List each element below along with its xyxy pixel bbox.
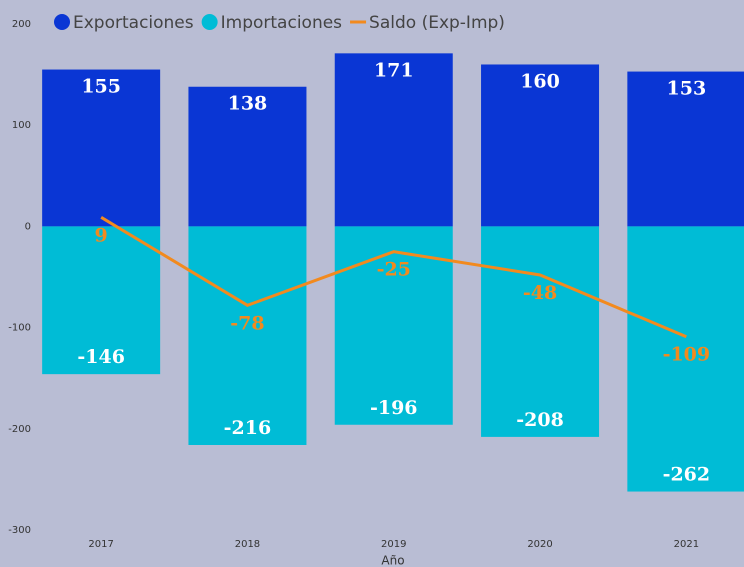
y-tick-label: -200 <box>8 424 31 435</box>
legend-swatch <box>201 14 218 30</box>
x-tick-label: 2021 <box>674 539 699 550</box>
x-tick-label: 2019 <box>381 539 406 550</box>
bar <box>334 226 453 425</box>
data-label: 155 <box>81 76 121 98</box>
data-label: -48 <box>523 282 557 304</box>
data-label: -216 <box>224 417 272 439</box>
x-axis-label: Año <box>381 554 404 567</box>
data-label: 138 <box>228 93 268 115</box>
data-label: 153 <box>667 78 707 100</box>
x-tick-label: 2018 <box>235 539 260 550</box>
bar <box>627 226 744 492</box>
data-label: -25 <box>377 259 411 281</box>
x-tick-label: 2017 <box>88 539 113 550</box>
data-label: -146 <box>77 346 125 368</box>
data-label: 171 <box>374 59 414 81</box>
bar <box>42 69 161 227</box>
data-label: -262 <box>663 464 711 486</box>
data-label: 160 <box>520 70 560 92</box>
bar <box>627 71 744 227</box>
bar <box>188 86 307 227</box>
line <box>100 216 687 339</box>
legend-label: Exportaciones <box>73 13 194 33</box>
bar <box>481 64 600 227</box>
bar <box>42 226 161 375</box>
data-label: 9 <box>95 224 108 246</box>
legend-label: Importaciones <box>221 13 343 33</box>
bar <box>481 226 600 437</box>
data-label: -208 <box>516 409 564 431</box>
data-label: -78 <box>230 312 264 334</box>
data-label: -109 <box>663 344 711 366</box>
y-tick-label: 200 <box>12 19 31 30</box>
y-tick-label: -300 <box>8 525 31 536</box>
y-tick-label: 0 <box>25 221 31 232</box>
legend-label: Saldo (Exp-Imp) <box>369 13 505 33</box>
bar <box>334 53 453 227</box>
x-tick-label: 2020 <box>527 539 552 550</box>
y-tick-label: 100 <box>12 120 31 131</box>
y-tick-label: -100 <box>8 323 31 334</box>
data-label: -196 <box>370 397 418 419</box>
legend-swatch <box>54 14 70 30</box>
bar <box>188 226 307 445</box>
